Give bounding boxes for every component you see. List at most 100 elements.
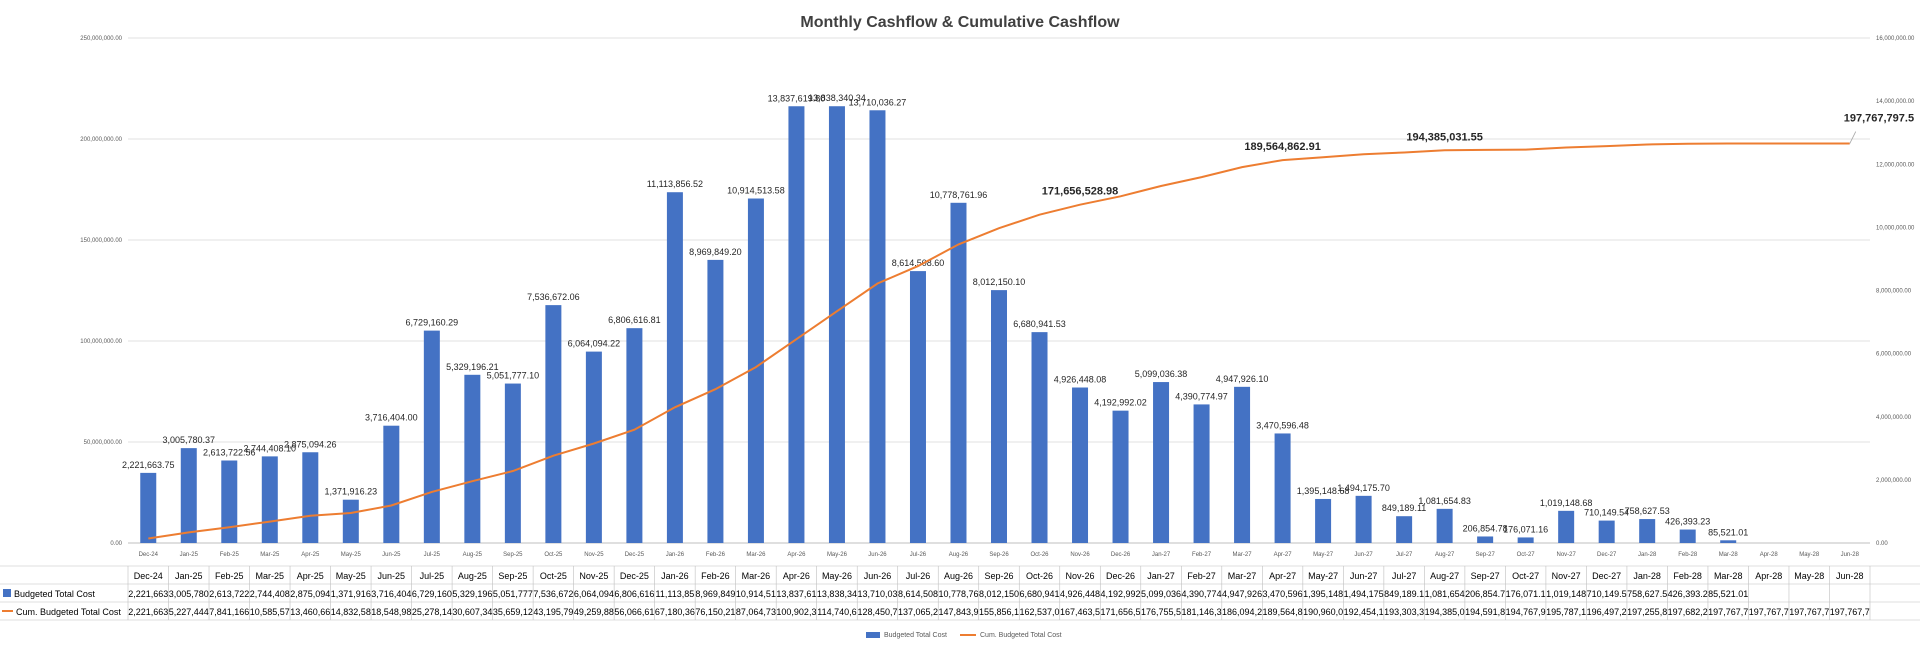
table-cell: 171,656,5 [1101,607,1141,617]
bar [180,448,197,543]
table-header-cell: Apr-27 [1269,571,1296,581]
bar [1558,510,1575,543]
table-cell: 2,221,663 [128,607,168,617]
table-cell: 2,221,663 [128,589,168,599]
bar-data-label: 2,744,408.10 [244,443,297,453]
bar [1112,410,1129,543]
table-cell: 194,591,8 [1465,607,1505,617]
bar [828,106,845,543]
bar-data-label: 4,947,926.10 [1216,374,1269,384]
table-header-cell: Jul-27 [1392,571,1417,581]
bar-data-label: 1,081,654.83 [1418,496,1471,506]
x-axis-tick-label: Jun-27 [1354,552,1373,558]
x-axis-tick-label: May-26 [827,552,848,558]
right-axis-tick-label: 4,000,000.00 [1876,415,1912,421]
bar-data-label: 758,627.53 [1625,506,1670,516]
bar-data-label: 5,099,036.38 [1135,369,1188,379]
bar [869,110,886,543]
table-cell: 4,947,926 [1222,589,1262,599]
bar-data-label: 3,716,404.00 [365,413,418,423]
table-header-cell: Aug-25 [458,571,487,581]
table-cell: 10,585,57 [250,607,290,617]
table-cell: 190,960,0 [1303,607,1343,617]
bar [747,198,764,543]
bar-data-label: 6,729,160.29 [406,318,459,328]
table-header-cell: Dec-27 [1592,571,1621,581]
table-cell: 43,195,79 [533,607,573,617]
left-axis-tick-label: 50,000,000.00 [84,440,123,446]
x-axis-tick-label: Mar-25 [260,552,280,558]
bar-data-label: 8,012,150.10 [973,277,1026,287]
x-axis-tick-label: Jul-26 [910,552,927,558]
bar [1234,386,1251,543]
x-axis-tick-label: Dec-24 [139,552,159,558]
bar-data-label: 3,470,596.48 [1256,420,1309,430]
bar [1072,387,1089,543]
bar-data-label: 10,778,761.96 [930,190,988,200]
table-header-cell: Sep-27 [1471,571,1500,581]
table-header-cell: Nov-26 [1066,571,1095,581]
x-axis-tick-label: Dec-25 [625,552,645,558]
x-axis-tick-label: Jul-25 [424,552,441,558]
table-header-cell: Oct-27 [1512,571,1539,581]
right-axis-tick-label: 14,000,000.00 [1876,99,1915,105]
table-cell: 5,329,196 [452,589,492,599]
table-header-cell: May-27 [1308,571,1338,581]
table-cell: 6,729,160 [412,589,452,599]
left-axis-tick-label: 200,000,000.00 [80,137,122,143]
table-cell: 56,066,61 [614,607,654,617]
table-cell: 25,278,14 [412,607,452,617]
table-cell: 197,767,7 [1708,607,1748,617]
table-header-cell: Jul-26 [906,571,931,581]
data-table: Dec-24 2,221,663 2,221,663 Jan-25 3,005,780 5… [0,565,1920,621]
table-cell: 6,680,941 [1019,589,1059,599]
bar [950,202,967,543]
table-header-cell: May-25 [336,571,366,581]
table-cell: 1,371,916 [331,589,371,599]
data-label-leader [1849,131,1857,144]
table-cell: 197,255,8 [1627,607,1667,617]
bar [707,259,724,543]
table-header-cell: Dec-24 [134,571,163,581]
table-header-cell: May-26 [822,571,852,581]
table-cell: 85,521.01 [1708,589,1748,599]
bar [545,305,562,543]
bar [1436,508,1453,543]
table-header-cell: Apr-25 [297,571,324,581]
bar-data-label: 4,926,448.08 [1054,375,1107,385]
table-cell: 7,536,672 [533,589,573,599]
right-axis-tick-label: 16,000,000.00 [1876,36,1915,42]
table-cell: 8,969,849 [695,589,735,599]
table-cell: 13,460,66 [290,607,330,617]
line-data-label: 171,656,528.98 [1042,186,1118,198]
table-cell: 100,902,3 [776,607,816,617]
bar [666,192,683,543]
bar-data-label: 13,710,036.27 [849,97,907,107]
x-axis-tick-label: Jan-25 [180,552,199,558]
table-cell: 758,627.5 [1627,589,1667,599]
bar [1031,332,1048,543]
table-cell: 128,450,7 [857,607,897,617]
bar-data-label: 5,329,196.21 [446,362,499,372]
x-axis-tick-label: Dec-27 [1597,552,1617,558]
bar [1274,433,1291,543]
table-cell: 13,710,03 [857,589,897,599]
table-header-cell: Sep-26 [984,571,1013,581]
table-header-cell: Feb-27 [1187,571,1216,581]
x-axis-tick-label: Mar-26 [746,552,766,558]
table-cell: 13,837,61 [776,589,816,599]
bar [302,452,319,543]
table-cell: 426,393.2 [1668,589,1708,599]
bar [221,460,238,543]
table-cell: 849,189.1 [1384,589,1424,599]
bar-data-label: 1,494,175.70 [1337,483,1390,493]
left-axis-tick-label: 150,000,000.00 [80,238,122,244]
bar-data-label: 426,393.23 [1665,517,1710,527]
legend: Budgeted Total Cost Cum. Budgeted Total C… [866,632,1062,639]
bar [1355,495,1372,543]
table-cell: 710,149.5 [1587,589,1627,599]
table-header-cell: Mar-28 [1714,571,1743,581]
x-axis-tick-label: Feb-28 [1678,552,1698,558]
table-header-cell: Jun-25 [378,571,406,581]
table-header-cell: Apr-26 [783,571,810,581]
